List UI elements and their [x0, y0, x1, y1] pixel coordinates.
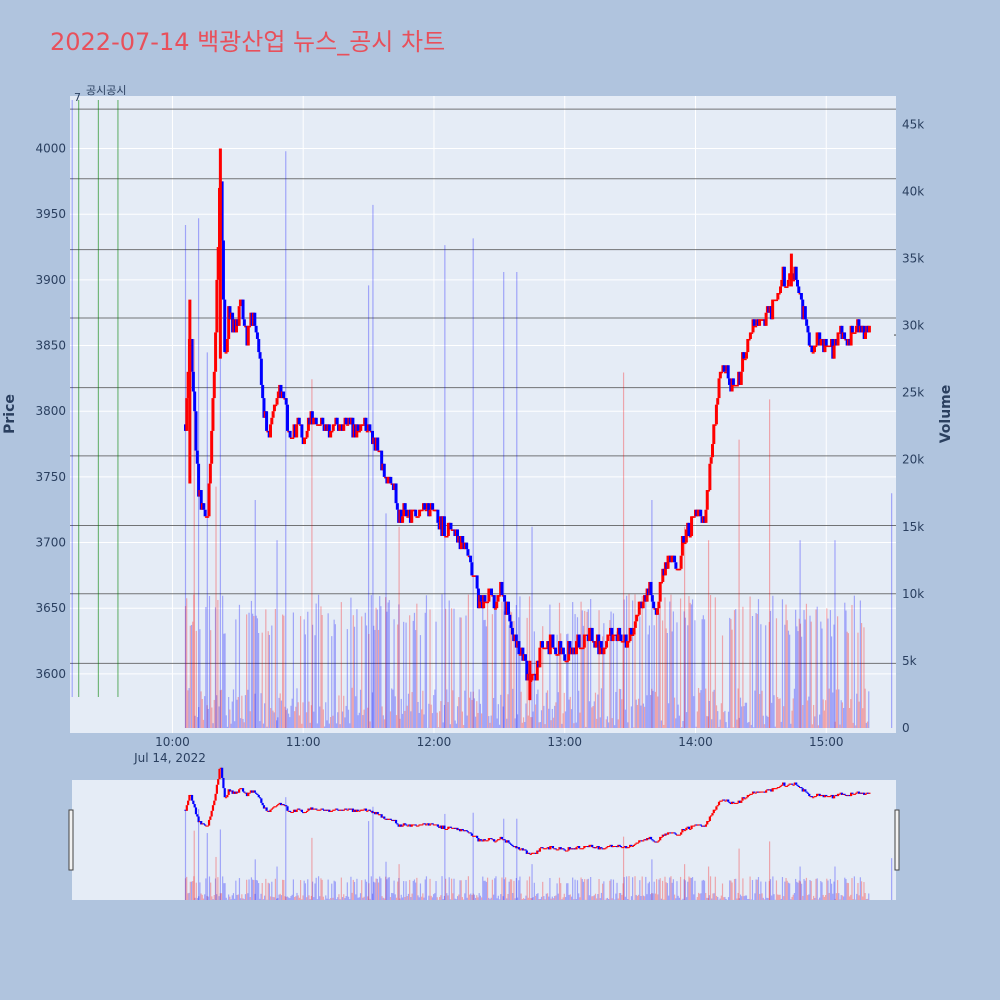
volume-bars	[184, 151, 893, 728]
volume-tick-label: 35k	[902, 252, 924, 266]
price-tick-label: 3800	[35, 404, 66, 418]
price-tick-label: 3900	[35, 273, 66, 287]
y-axis-title-volume: Volume	[938, 385, 954, 444]
price-candles	[184, 148, 896, 701]
horizontal-level-lines	[70, 108, 896, 664]
volume-tick-label: 45k	[902, 117, 924, 131]
price-tick-label: 3750	[35, 470, 66, 484]
price-tick-label: 3700	[35, 536, 66, 550]
y-axis-title-price: Price	[2, 394, 18, 434]
time-tick-label: 15:00	[809, 735, 844, 749]
time-tick-label: 12:00	[417, 735, 452, 749]
axis-ticks: 3600 3650 3700 3750 3800 3850 3900 3950 4000 10:0…	[35, 117, 924, 749]
annotation-number: 7	[74, 91, 81, 104]
chart-title: 2022-07-14 백광산업 뉴스_공시 차트	[50, 28, 445, 56]
volume-tick-label: 30k	[902, 319, 924, 333]
time-tick-label: 10:00	[155, 735, 190, 749]
time-tick-label: 13:00	[547, 735, 582, 749]
price-tick-label: 3950	[35, 207, 66, 221]
volume-tick-label: 25k	[902, 386, 924, 400]
time-tick-label: 14:00	[678, 735, 713, 749]
price-tick-label: 3850	[35, 339, 66, 353]
range-slider-price	[184, 767, 871, 855]
price-grid	[70, 96, 896, 733]
time-tick-label: 11:00	[286, 735, 321, 749]
range-slider-volume	[184, 797, 893, 900]
volume-tick-label: 20k	[902, 453, 924, 467]
price-tick-label: 3650	[35, 601, 66, 615]
news-label: 공시공시	[86, 84, 126, 97]
volume-tick-label: 0	[902, 721, 910, 735]
main-plot-area[interactable]	[70, 96, 896, 733]
price-tick-label: 3600	[35, 667, 66, 681]
volume-tick-label: 15k	[902, 520, 924, 534]
news-markers	[71, 100, 119, 697]
volume-tick-label: 40k	[902, 184, 924, 198]
volume-tick-label: 10k	[902, 587, 924, 601]
range-slider-right-handle[interactable]	[894, 809, 900, 871]
volume-tick-label: 5k	[902, 654, 917, 668]
x-axis-date-label: Jul 14, 2022	[133, 751, 206, 765]
range-slider-left-handle[interactable]	[68, 809, 74, 871]
price-tick-label: 4000	[35, 142, 66, 156]
